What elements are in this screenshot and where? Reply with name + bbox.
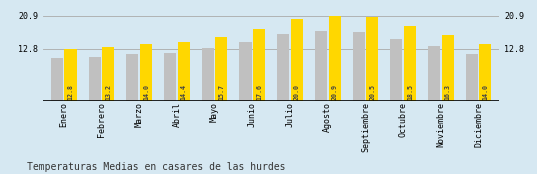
Text: 15.7: 15.7	[219, 84, 224, 100]
Text: 20.5: 20.5	[369, 84, 375, 100]
Bar	[215, 37, 228, 101]
Text: 18.5: 18.5	[407, 84, 413, 100]
Bar	[466, 54, 478, 101]
Bar	[253, 29, 265, 101]
Bar	[64, 49, 77, 101]
Text: 16.3: 16.3	[445, 84, 451, 100]
Bar	[366, 17, 379, 101]
Bar	[240, 42, 251, 101]
Bar	[51, 58, 63, 101]
Text: 14.0: 14.0	[482, 84, 489, 100]
Text: 12.8: 12.8	[68, 84, 74, 100]
Bar	[164, 53, 176, 101]
Bar	[315, 31, 327, 101]
Bar	[291, 19, 303, 101]
Text: 17.6: 17.6	[256, 84, 262, 100]
Text: Temperaturas Medias en casares de las hurdes: Temperaturas Medias en casares de las hu…	[27, 162, 285, 172]
Bar	[202, 49, 214, 101]
Text: 14.0: 14.0	[143, 84, 149, 100]
Text: 20.9: 20.9	[331, 84, 338, 100]
Text: 20.0: 20.0	[294, 84, 300, 100]
Bar	[140, 44, 152, 101]
Bar	[102, 47, 114, 101]
Bar	[178, 42, 190, 101]
Text: 13.2: 13.2	[105, 84, 111, 100]
Bar	[390, 39, 402, 101]
Bar	[404, 26, 416, 101]
Text: 14.4: 14.4	[180, 84, 187, 100]
Bar	[126, 54, 139, 101]
Bar	[89, 57, 100, 101]
Bar	[277, 34, 289, 101]
Bar	[442, 35, 454, 101]
Bar	[428, 46, 440, 101]
Bar	[353, 33, 365, 101]
Bar	[329, 16, 340, 101]
Bar	[480, 44, 491, 101]
